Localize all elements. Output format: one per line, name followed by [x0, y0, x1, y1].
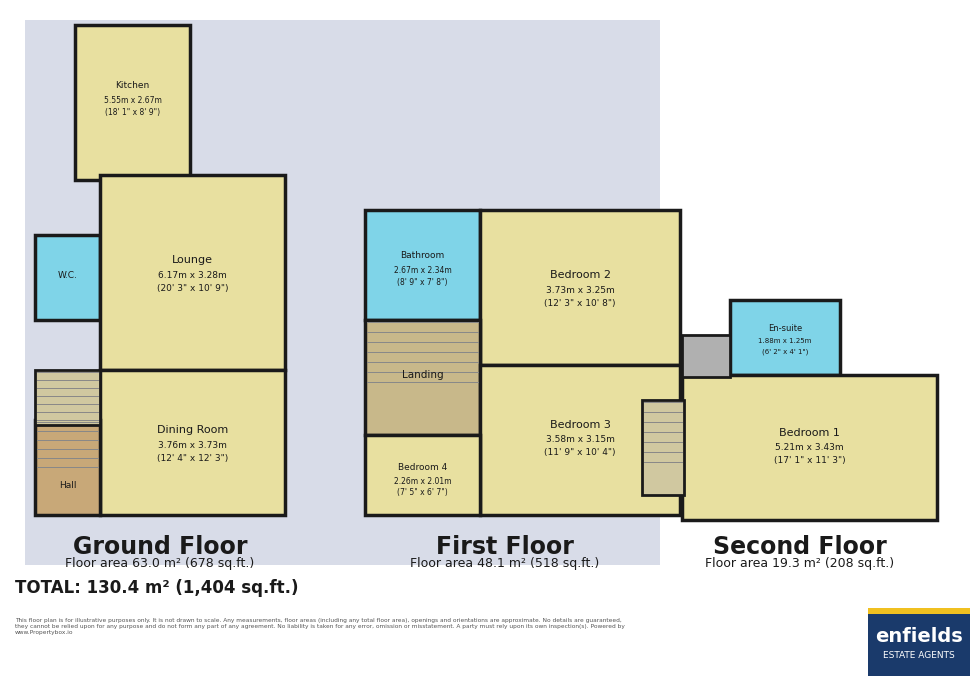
Text: 5.21m x 3.43m: 5.21m x 3.43m	[775, 443, 844, 453]
Bar	[868, 608, 970, 676]
Text: Kitchen: Kitchen	[116, 81, 150, 90]
Text: 2.26m x 2.01m: 2.26m x 2.01m	[394, 477, 451, 486]
Text: Lounge: Lounge	[172, 255, 213, 265]
Text: 1.88m x 1.25m: 1.88m x 1.25m	[759, 338, 811, 344]
Bar	[75, 25, 190, 180]
Text: Floor area 48.1 m² (518 sq.ft.): Floor area 48.1 m² (518 sq.ft.)	[411, 556, 600, 569]
Text: Floor area 19.3 m² (208 sq.ft.): Floor area 19.3 m² (208 sq.ft.)	[706, 556, 895, 569]
Text: (20' 3" x 10' 9"): (20' 3" x 10' 9")	[157, 284, 228, 292]
Text: TOTAL: 130.4 m² (1,404 sq.ft.): TOTAL: 130.4 m² (1,404 sq.ft.)	[15, 579, 299, 597]
Bar	[480, 365, 680, 515]
Bar	[35, 235, 100, 320]
Bar	[480, 210, 680, 365]
Text: enfields: enfields	[875, 627, 963, 645]
Bar	[682, 335, 730, 377]
Text: Bedroom 4: Bedroom 4	[398, 462, 447, 471]
Text: 3.76m x 3.73m: 3.76m x 3.73m	[158, 440, 227, 449]
Bar	[25, 20, 660, 565]
Bar	[868, 608, 970, 614]
Text: 3.73m x 3.25m: 3.73m x 3.25m	[546, 286, 614, 295]
Bar	[365, 320, 480, 435]
Text: Bathroom: Bathroom	[401, 251, 445, 260]
Bar	[365, 210, 480, 320]
Text: First Floor: First Floor	[436, 535, 574, 559]
Text: ESTATE AGENTS: ESTATE AGENTS	[883, 651, 955, 660]
Text: Bedroom 1: Bedroom 1	[779, 428, 840, 438]
Bar	[100, 370, 285, 515]
Text: Second Floor: Second Floor	[713, 535, 887, 559]
Text: (6' 2" x 4' 1"): (6' 2" x 4' 1")	[761, 349, 808, 356]
Text: W.C.: W.C.	[58, 271, 77, 279]
Text: This floor plan is for illustrative purposes only. It is not drawn to scale. Any: This floor plan is for illustrative purp…	[15, 618, 625, 634]
Bar	[35, 420, 100, 515]
Bar	[35, 370, 100, 425]
Text: Ground Floor: Ground Floor	[73, 535, 247, 559]
Text: 3.58m x 3.15m: 3.58m x 3.15m	[546, 436, 614, 445]
Text: Bedroom 2: Bedroom 2	[550, 270, 611, 280]
Text: Bedroom 3: Bedroom 3	[550, 420, 611, 430]
Text: (7' 5" x 6' 7"): (7' 5" x 6' 7")	[397, 488, 448, 497]
Text: 6.17m x 3.28m: 6.17m x 3.28m	[158, 271, 227, 279]
Text: En-suite: En-suite	[768, 323, 802, 332]
Text: (17' 1" x 11' 3"): (17' 1" x 11' 3")	[773, 456, 846, 466]
Text: Landing: Landing	[402, 370, 443, 380]
Text: (8' 9" x 7' 8"): (8' 9" x 7' 8")	[397, 277, 448, 286]
Bar	[730, 300, 840, 375]
Bar	[682, 375, 937, 520]
Text: 5.55m x 2.67m: 5.55m x 2.67m	[104, 95, 162, 105]
Text: Dining Room: Dining Room	[157, 425, 228, 435]
Text: (11' 9" x 10' 4"): (11' 9" x 10' 4")	[544, 449, 615, 458]
Text: Hall: Hall	[59, 480, 76, 490]
Text: (12' 3" x 10' 8"): (12' 3" x 10' 8")	[544, 299, 615, 308]
Bar	[100, 175, 285, 370]
Text: 2.67m x 2.34m: 2.67m x 2.34m	[394, 266, 452, 275]
Text: Floor area 63.0 m² (678 sq.ft.): Floor area 63.0 m² (678 sq.ft.)	[66, 556, 255, 569]
Bar	[365, 435, 480, 515]
Text: (12' 4" x 12' 3"): (12' 4" x 12' 3")	[157, 453, 228, 462]
Text: (18' 1" x 8' 9"): (18' 1" x 8' 9")	[105, 108, 160, 116]
Bar	[642, 400, 684, 495]
